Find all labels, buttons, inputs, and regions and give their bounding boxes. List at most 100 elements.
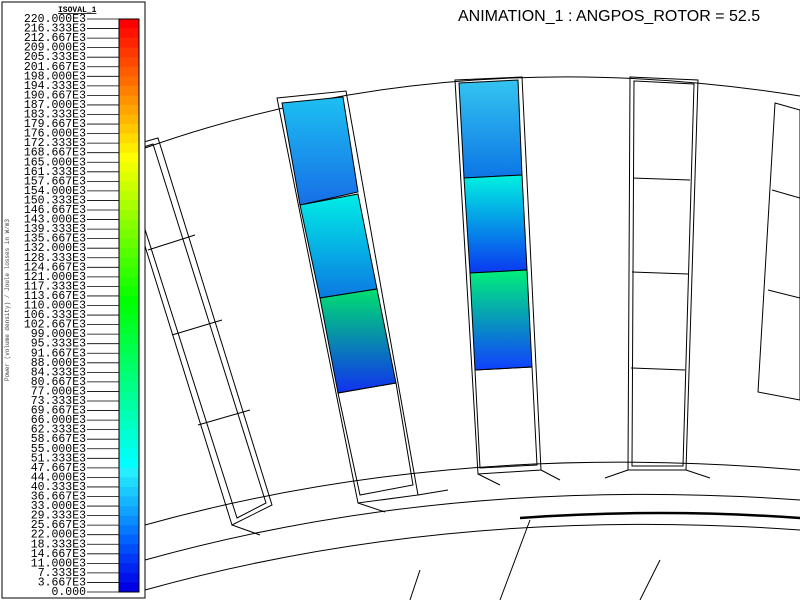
coil xyxy=(463,174,528,274)
legend-label: 165.000E3 xyxy=(24,156,86,169)
legend-swatch xyxy=(119,362,139,373)
legend-swatch xyxy=(119,563,139,574)
legend-label: 69.667E3 xyxy=(31,405,86,418)
legend-label: 77.000E3 xyxy=(31,385,86,398)
legend-swatch xyxy=(119,486,139,497)
legend-swatch xyxy=(119,515,139,526)
legend-swatch xyxy=(119,353,139,364)
coil xyxy=(299,193,378,299)
legend-swatch xyxy=(119,190,139,201)
legend-swatch xyxy=(119,95,139,106)
legend-label: 99.000E3 xyxy=(31,328,86,341)
legend-swatch xyxy=(119,210,139,220)
legend-label: 80.667E3 xyxy=(31,376,86,389)
legend-swatch xyxy=(119,171,139,182)
legend-swatch xyxy=(119,496,139,507)
legend-label: 51.333E3 xyxy=(31,452,86,465)
legend-swatch xyxy=(119,276,139,287)
legend-swatch xyxy=(119,85,139,96)
legend-label: 55.000E3 xyxy=(31,443,86,456)
header-title: ANIMATION_1 : ANGPOS_ROTOR = 52.5 xyxy=(458,8,760,25)
legend-label: 102.667E3 xyxy=(24,319,86,332)
legend-swatch xyxy=(119,133,139,144)
legend-label: 106.333E3 xyxy=(24,309,86,322)
tooth-tip xyxy=(231,469,711,536)
legend-swatch xyxy=(119,143,139,153)
bore-arc xyxy=(144,493,800,561)
legend-title: ISOVAL_1 xyxy=(58,6,97,15)
coil xyxy=(458,79,523,179)
bore-arc xyxy=(144,523,800,591)
legend-swatch xyxy=(119,467,139,478)
legend-label: 124.667E3 xyxy=(24,261,86,274)
legend-swatch xyxy=(119,152,139,163)
legend-label: 135.667E3 xyxy=(24,233,86,246)
legend-swatch xyxy=(119,76,139,87)
slot-division xyxy=(767,189,800,299)
legend-swatch xyxy=(119,286,139,297)
legend-swatch xyxy=(119,267,139,278)
legend-swatch xyxy=(119,57,139,68)
legend-label: 40.333E3 xyxy=(31,481,86,494)
legend-label: 132.000E3 xyxy=(24,242,86,255)
legend-label: 179.667E3 xyxy=(24,118,86,131)
legend-label: 172.333E3 xyxy=(24,137,86,150)
legend-label: 58.667E3 xyxy=(31,433,86,446)
legend-label: 84.333E3 xyxy=(31,366,86,379)
legend-label: 121.000E3 xyxy=(24,271,86,284)
legend-label: 3.667E3 xyxy=(38,576,86,589)
legend-label: 209.000E3 xyxy=(24,42,86,55)
coil xyxy=(337,382,414,496)
legend-label: 33.000E3 xyxy=(31,500,86,513)
legend-label: 62.333E3 xyxy=(31,424,86,437)
legend-label: 91.667E3 xyxy=(31,347,86,360)
legend-label: 110.000E3 xyxy=(24,300,86,313)
slot-division xyxy=(630,177,691,371)
legend-label: 117.333E3 xyxy=(24,280,86,293)
legend-swatch xyxy=(119,295,139,306)
legend-label: 11.000E3 xyxy=(31,557,86,570)
legend-label: 176.000E3 xyxy=(24,128,86,141)
rotor-arc xyxy=(519,511,800,520)
legend-swatch xyxy=(119,458,139,469)
legend-label: 146.667E3 xyxy=(24,204,86,217)
legend-swatch xyxy=(119,401,139,411)
legend-swatch xyxy=(119,439,139,450)
legend-swatch xyxy=(119,372,139,383)
legend-axis-label: Power (volume density) / Joule losses in… xyxy=(4,219,11,381)
legend-label: 7.333E3 xyxy=(38,567,86,580)
mesh-geometry xyxy=(114,76,800,600)
legend-label: 150.333E3 xyxy=(24,194,86,207)
legend-swatch xyxy=(119,305,139,316)
legend-swatch xyxy=(119,248,139,259)
legend-label: 73.333E3 xyxy=(31,395,86,408)
legend-swatch xyxy=(119,410,139,421)
legend-swatch xyxy=(119,28,139,39)
slot-division xyxy=(147,234,251,426)
legend-swatch xyxy=(119,448,139,459)
legend-swatch xyxy=(119,553,139,564)
legend-swatch xyxy=(119,381,139,392)
legend-swatch xyxy=(119,19,139,29)
legend-swatch xyxy=(119,104,139,115)
legend-label: 18.333E3 xyxy=(31,538,86,551)
legend-label: 66.000E3 xyxy=(31,414,86,427)
legend-label: 88.000E3 xyxy=(31,357,86,370)
legend-label: 25.667E3 xyxy=(31,519,86,532)
legend-swatch xyxy=(119,391,139,402)
legend: ISOVAL_1 Power (volume density) / Joule … xyxy=(1,1,146,599)
legend-swatch xyxy=(119,219,139,230)
legend-swatch xyxy=(119,66,139,77)
legend-label: 157.667E3 xyxy=(24,175,86,188)
legend-label: 183.333E3 xyxy=(24,109,86,122)
legend-swatch xyxy=(119,324,139,335)
legend-swatch xyxy=(119,124,139,134)
legend-swatch xyxy=(119,315,139,325)
legend-swatch xyxy=(119,47,139,58)
legend-label: 187.000E3 xyxy=(24,99,86,112)
legend-label: 205.333E3 xyxy=(24,51,86,64)
legend-swatch xyxy=(119,582,139,593)
legend-label: 128.333E3 xyxy=(24,252,86,265)
